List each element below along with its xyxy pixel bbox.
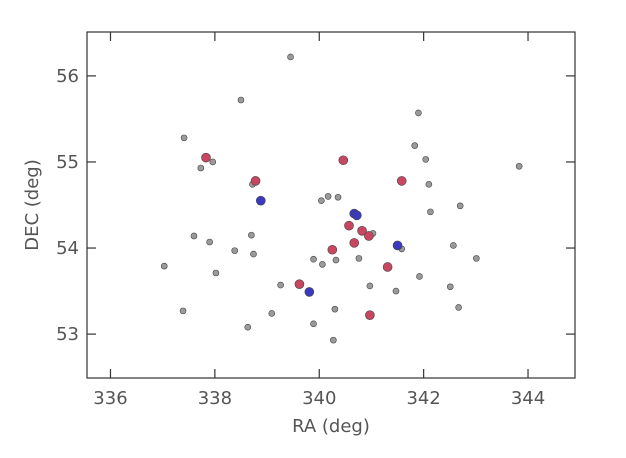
point [365, 310, 375, 320]
point [310, 255, 317, 263]
point [324, 193, 332, 200]
point [237, 96, 245, 104]
point [256, 195, 266, 206]
y-tick-label: 53 [56, 324, 79, 345]
point [180, 134, 188, 142]
point [327, 244, 338, 255]
point [427, 208, 434, 216]
point [450, 242, 457, 249]
point [287, 53, 294, 61]
point [422, 156, 430, 163]
point [515, 162, 523, 170]
point [160, 262, 168, 270]
point [190, 232, 198, 240]
point [206, 238, 213, 246]
point [455, 304, 462, 311]
point [338, 155, 349, 166]
y-tick-label: 55 [56, 152, 79, 173]
y-tick-label: 56 [56, 66, 79, 87]
x-tick-label: 344 [511, 388, 545, 409]
point [352, 210, 362, 221]
point [416, 273, 423, 280]
point [332, 256, 340, 264]
y-axis-label: DEC (deg) [22, 159, 43, 251]
point [201, 152, 211, 163]
point [396, 176, 407, 186]
point [244, 323, 252, 331]
point [411, 142, 419, 149]
point [456, 202, 464, 210]
point [310, 320, 317, 328]
point [304, 287, 315, 297]
point [331, 305, 339, 313]
point [209, 158, 217, 166]
point [231, 247, 239, 254]
point [392, 240, 403, 251]
point [446, 283, 454, 291]
point [364, 231, 374, 241]
x-axis-label: RA (deg) [292, 416, 370, 437]
point [319, 261, 326, 268]
point [344, 220, 354, 231]
point [294, 279, 305, 289]
point [392, 287, 400, 295]
x-tick-label: 342 [406, 388, 440, 409]
point [248, 231, 255, 239]
plot-frame [86, 31, 576, 379]
point [473, 255, 480, 262]
point [355, 255, 363, 262]
point [425, 181, 433, 188]
point [268, 310, 276, 317]
point [330, 336, 337, 344]
y-tick-label: 54 [56, 238, 79, 259]
point [212, 269, 220, 277]
x-tick-label: 340 [302, 388, 336, 409]
point [334, 193, 342, 201]
x-tick-label: 336 [93, 388, 127, 409]
point [277, 281, 284, 289]
point [382, 262, 393, 272]
point [250, 176, 261, 186]
x-tick-label: 338 [198, 388, 232, 409]
point [179, 307, 187, 315]
point [349, 238, 360, 248]
point [357, 226, 367, 236]
point [250, 250, 257, 258]
point [415, 109, 422, 117]
point [366, 282, 374, 290]
point [318, 197, 325, 204]
point [197, 164, 205, 172]
